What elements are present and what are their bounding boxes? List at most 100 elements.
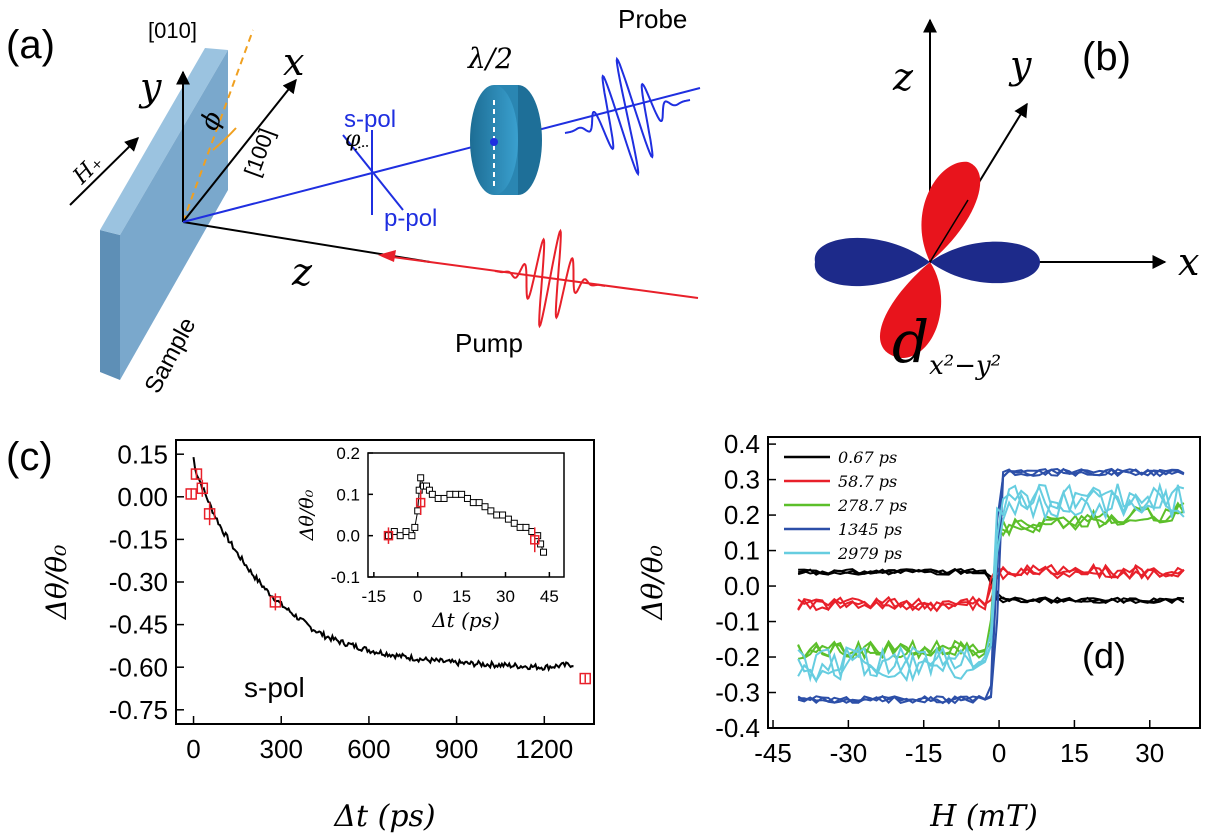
panel-label-d: (d) bbox=[1082, 635, 1126, 676]
y-tick-label: 0.00 bbox=[117, 482, 168, 512]
field-label: H₊ bbox=[68, 150, 108, 190]
inset-point bbox=[428, 490, 436, 498]
x-tick-label: 1200 bbox=[515, 734, 573, 764]
x-tick-label: 15 bbox=[452, 587, 471, 606]
inset-point bbox=[487, 507, 495, 515]
inset-point bbox=[522, 523, 530, 531]
orbital-lobe-y-up bbox=[921, 161, 981, 262]
y-tick-label: -0.3 bbox=[715, 678, 760, 708]
inset-point bbox=[411, 523, 419, 531]
y-axis-label: Δθ/θ₀ bbox=[636, 545, 669, 621]
orbital-lobe-x-left bbox=[814, 237, 930, 287]
inset-point bbox=[469, 499, 477, 507]
y-tick-label: 0.15 bbox=[117, 439, 168, 469]
x-tick-label: 0 bbox=[992, 738, 1006, 768]
plot-frame bbox=[767, 436, 1201, 729]
y-tick-label: 0.0 bbox=[336, 527, 360, 546]
series-line bbox=[192, 456, 574, 673]
panel-label-b: (b) bbox=[1082, 35, 1131, 79]
y-tick-label: 0.3 bbox=[724, 465, 760, 495]
hysteresis-loop bbox=[797, 483, 1185, 683]
inset-point bbox=[402, 528, 410, 536]
axis-x-label: x bbox=[283, 40, 304, 84]
half-wave-plate bbox=[470, 85, 542, 195]
plot-frame bbox=[367, 452, 565, 578]
inset-point bbox=[475, 499, 483, 507]
axis-x-arrow bbox=[182, 78, 297, 223]
c-marker bbox=[190, 468, 203, 480]
panel-c: (c) 0 300 600 900 12000.150.00-0.15-0.30-0.4… bbox=[6, 435, 595, 834]
b-axis-y-label: y bbox=[1008, 43, 1032, 87]
y-tick-label: 0.0 bbox=[724, 571, 760, 601]
c-marker bbox=[185, 488, 197, 500]
c-marker bbox=[269, 596, 282, 608]
inset-point bbox=[396, 532, 404, 540]
x-axis-label: Δt (ps) bbox=[333, 799, 435, 834]
pump-arrowhead bbox=[378, 250, 396, 262]
x-tick-label: -30 bbox=[830, 738, 868, 768]
inset-point bbox=[458, 490, 466, 498]
x-tick-label: 30 bbox=[1135, 738, 1164, 768]
probe-beam bbox=[182, 87, 701, 223]
inset-point bbox=[408, 532, 416, 540]
panel-label-c: (c) bbox=[6, 435, 53, 479]
varphi-label: φ bbox=[345, 127, 361, 152]
phi-arc bbox=[212, 127, 237, 151]
phi-line bbox=[182, 29, 254, 223]
hysteresis-loop bbox=[797, 562, 1185, 612]
x-tick-label: -15 bbox=[905, 738, 943, 768]
c-marker bbox=[579, 672, 591, 685]
p-pol-label: p-pol bbox=[384, 205, 437, 232]
y-axis-label: Δθ/θ₀ bbox=[40, 545, 73, 621]
inset-marker bbox=[529, 535, 540, 545]
pump-label: Pump bbox=[455, 328, 523, 358]
inset-point bbox=[504, 515, 512, 523]
inset-point bbox=[440, 494, 448, 502]
orbital-label-base: d bbox=[892, 308, 929, 376]
y-tick-label: -0.75 bbox=[109, 695, 168, 725]
inset-point bbox=[516, 523, 524, 531]
chart-d-main: -45 -30 -15 0 15 30 0.4 0.3 0.2 0.1 0.0 -0.1 -0.2 -0.… bbox=[636, 429, 1201, 834]
axis-y-label: y bbox=[138, 65, 162, 109]
legend-label: 0.67 ps bbox=[838, 448, 897, 467]
panel-b: (b) z y x dx²−y² bbox=[814, 18, 1199, 381]
chart-c-main: 0 300 600 900 12000.150.00-0.15-0.30-0.45-0.… bbox=[40, 439, 595, 834]
y-tick-label: -0.30 bbox=[109, 567, 168, 597]
inset-x-label: Δt (ps) bbox=[431, 608, 500, 632]
s-pol-label: s-pol bbox=[344, 106, 396, 133]
chart-c-inset: -15 0 15 30 45 0.2 0.1 0.0 -0.1 Δθ/θ₀ Δt (ps) bbox=[296, 444, 565, 632]
orbital-label-sub: x²−y² bbox=[929, 351, 1001, 381]
orbital-lobe-y-down bbox=[879, 262, 942, 359]
x-tick-label: 600 bbox=[347, 734, 390, 764]
probe-wave bbox=[564, 56, 691, 177]
inset-point bbox=[417, 474, 425, 482]
y-tick-label: 0.2 bbox=[724, 500, 760, 530]
legend-label: 58.7 ps bbox=[838, 472, 897, 491]
pump-wave bbox=[494, 228, 606, 329]
panel-label-a: (a) bbox=[6, 23, 55, 67]
legend-label: 1345 ps bbox=[838, 520, 902, 539]
x-tick-label: -45 bbox=[754, 738, 792, 768]
x-tick-label: 30 bbox=[496, 587, 515, 606]
x-tick-label: 15 bbox=[1060, 738, 1089, 768]
inset-point bbox=[434, 494, 442, 502]
lambda-half-label: λ/2 bbox=[467, 42, 513, 75]
y-tick-label: -0.1 bbox=[331, 568, 360, 587]
x-tick-label: 0 bbox=[413, 587, 422, 606]
x-tick-label: 900 bbox=[435, 734, 478, 764]
inset-point bbox=[493, 511, 501, 519]
y-tick-label: -0.45 bbox=[109, 610, 168, 640]
inset-point bbox=[481, 503, 489, 511]
x-tick-label: 45 bbox=[540, 587, 559, 606]
y-tick-label: -0.1 bbox=[715, 607, 760, 637]
y-tick-label: -0.2 bbox=[715, 642, 760, 672]
inset-point bbox=[414, 507, 422, 515]
hysteresis-loop bbox=[797, 467, 1185, 705]
x-tick-label: -15 bbox=[362, 587, 387, 606]
inset-point bbox=[528, 528, 536, 536]
field-arrow bbox=[69, 137, 139, 206]
inset-point bbox=[499, 511, 507, 519]
x-tick-label: 0 bbox=[186, 734, 200, 764]
dir-010-label: [010] bbox=[148, 18, 197, 43]
